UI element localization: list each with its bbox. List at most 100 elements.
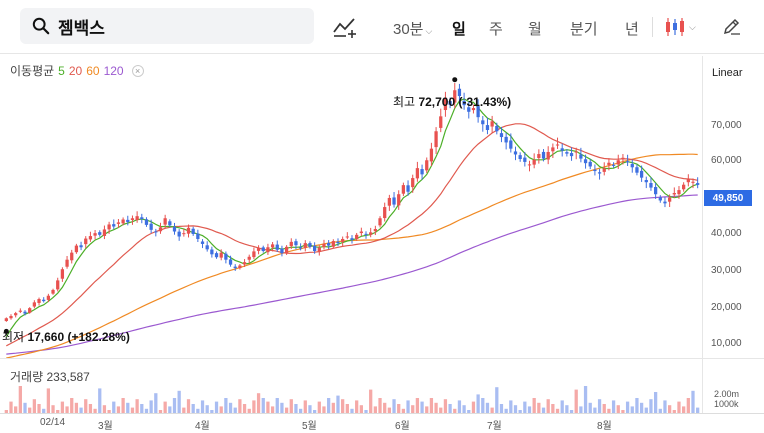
timeframe-30min[interactable]: 30분 ⌵ — [393, 18, 432, 39]
volume-bar — [233, 407, 237, 413]
candle — [298, 243, 303, 251]
volume-bar — [453, 408, 457, 413]
volume-bar — [425, 406, 429, 413]
volume-bar — [355, 400, 359, 413]
volume-bar — [256, 393, 261, 413]
candle — [434, 127, 438, 154]
volume-bar — [163, 401, 167, 413]
timeframe-year[interactable]: 년 — [625, 21, 639, 38]
volume-bar — [345, 404, 349, 413]
candle — [392, 192, 396, 208]
search-icon — [32, 17, 50, 35]
candle — [359, 227, 363, 237]
volume-bar — [476, 394, 480, 413]
candle — [37, 297, 41, 306]
candle — [649, 177, 653, 191]
candle — [214, 251, 219, 259]
candle — [327, 240, 331, 250]
volume-bar — [616, 405, 620, 413]
ma5-label: 5 — [58, 63, 65, 78]
candle — [238, 263, 242, 270]
candle — [513, 146, 518, 161]
moving-average-legend[interactable]: 이동평균 5 20 60 120 × — [10, 62, 144, 79]
volume-bar — [261, 398, 265, 413]
candle — [116, 219, 121, 228]
indicator-add-icon[interactable] — [332, 14, 358, 40]
volume-bar — [555, 408, 560, 413]
volume-bar — [686, 398, 690, 413]
candle — [639, 165, 644, 182]
candle — [383, 202, 387, 222]
candle — [284, 245, 289, 255]
candle — [182, 228, 186, 237]
volume-bar — [495, 387, 499, 413]
candle — [289, 238, 293, 250]
candle — [158, 222, 163, 234]
candle — [79, 241, 83, 251]
candle — [546, 146, 550, 165]
timeframe-week[interactable]: 주 — [489, 21, 503, 38]
candle — [350, 235, 354, 244]
candle — [252, 247, 256, 260]
price-chart[interactable] — [0, 56, 702, 358]
candle — [485, 117, 490, 135]
search-query[interactable]: 젬백스 — [58, 18, 105, 38]
timeframe-quarter[interactable]: 분기 — [570, 21, 598, 38]
price-axis-tick: 30,000 — [711, 265, 742, 276]
candle — [364, 231, 368, 239]
candle — [4, 317, 8, 322]
volume-bar — [116, 406, 121, 413]
candle — [51, 288, 55, 295]
candle — [527, 160, 532, 172]
search-box[interactable]: 젬백스 — [20, 8, 314, 44]
pencil-icon[interactable] — [722, 16, 742, 36]
volume-bar — [275, 398, 279, 413]
volume-bar — [560, 400, 564, 413]
close-icon[interactable]: × — [131, 64, 144, 77]
candle — [205, 241, 209, 252]
time-axis-tick: 5월 — [302, 421, 317, 432]
volume-bar — [668, 405, 672, 413]
candle — [355, 232, 359, 241]
candle — [696, 177, 700, 189]
volume-bar — [448, 404, 452, 413]
candle — [490, 115, 494, 133]
candle — [504, 132, 508, 150]
candle — [88, 231, 93, 242]
candle — [369, 227, 373, 238]
candle — [270, 242, 275, 252]
price-axis-tick: 20,000 — [711, 302, 742, 313]
timeframe-month[interactable]: 월 — [528, 21, 542, 38]
candle — [70, 249, 74, 264]
timeframe-day[interactable]: 일 — [452, 21, 466, 38]
chart-type-selector[interactable]: ⌵ — [664, 15, 700, 39]
low-annotation: 최저 17,660 (+182.28%) — [2, 328, 130, 345]
candle — [233, 264, 237, 271]
ma120-line — [6, 194, 698, 355]
candle — [135, 211, 139, 223]
volume-bar — [23, 402, 27, 413]
candle — [210, 246, 214, 258]
volume-bar — [625, 401, 630, 413]
volume-bar — [284, 407, 289, 413]
volume-bar — [457, 400, 462, 413]
scale-mode-label[interactable]: Linear — [712, 67, 743, 79]
candle — [560, 143, 564, 157]
candle — [46, 293, 51, 303]
candle — [663, 197, 667, 208]
price-axis-tick: 60,000 — [711, 155, 742, 166]
volume-bar — [270, 406, 275, 413]
candle — [555, 137, 560, 149]
candle — [140, 213, 144, 224]
volume-bar — [247, 408, 251, 413]
volume-axis-low: 1000k — [714, 399, 739, 409]
current-price-tag: 49,850 — [704, 190, 752, 206]
volume-bar — [644, 407, 648, 413]
high-annotation: 최고 72,700 (-31.43%) — [393, 93, 511, 110]
time-axis-line — [0, 413, 764, 414]
candle — [462, 92, 466, 110]
candle — [579, 147, 583, 163]
candle — [60, 267, 65, 282]
candle — [537, 149, 541, 164]
candle — [177, 229, 181, 241]
